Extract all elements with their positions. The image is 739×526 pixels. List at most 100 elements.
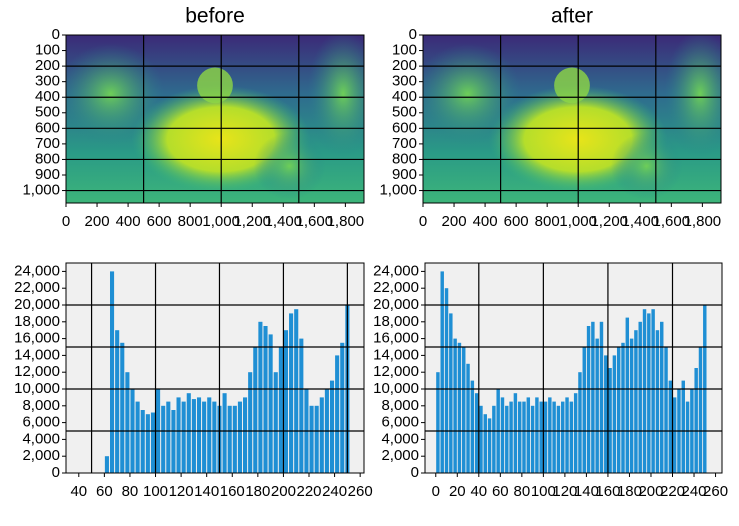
x-tick-label: 140 [574, 483, 599, 500]
bar [289, 313, 294, 473]
bar [552, 401, 556, 473]
y-tick-label: 4,000 [381, 430, 419, 447]
bar [685, 401, 690, 473]
x-tick-label: 100 [531, 483, 556, 500]
x-tick-label: 260 [348, 483, 373, 500]
bar [466, 363, 470, 473]
y-tick-label: 14,000 [14, 346, 60, 363]
bar [135, 401, 140, 473]
bar [243, 397, 248, 473]
bar [526, 397, 531, 473]
image-blob [423, 43, 522, 145]
y-tick-label: 18,000 [373, 313, 419, 330]
bars [104, 271, 350, 473]
bar [629, 338, 634, 473]
bar [232, 405, 237, 473]
x-tick-label: 1,000 [202, 213, 240, 230]
bar [647, 313, 651, 473]
y-tick-label: 500 [392, 104, 417, 121]
y-tick-label: 400 [35, 88, 60, 105]
bar [681, 380, 685, 473]
axes-frame [422, 34, 722, 204]
x-tick-label: 200 [271, 483, 296, 500]
bar [335, 355, 340, 473]
x-tick-label: 200 [85, 213, 110, 230]
y-tick-label: 100 [35, 42, 60, 59]
y-tick-label: 1,000 [22, 182, 60, 199]
x-tick-label: 800 [535, 213, 560, 230]
bar [561, 401, 565, 473]
x-tick-label: 180 [245, 483, 270, 500]
y-tick-label: 6,000 [22, 414, 60, 431]
histogram-axes: 0 20 40 60 80 10012014016018020022024026002,0… [373, 262, 728, 500]
x-tick-label: 1,400 [622, 213, 660, 230]
x-tick-label: 0 [62, 213, 70, 230]
bar [161, 405, 166, 473]
y-tick-label: 8,000 [22, 397, 60, 414]
x-tick-label: 0 [432, 483, 440, 500]
bar [166, 401, 171, 473]
y-tick-label: 2,000 [22, 447, 60, 464]
bar [638, 321, 642, 473]
bar [227, 405, 232, 473]
x-tick-label: 180 [617, 483, 642, 500]
x-tick-label: 0 [419, 213, 427, 230]
bar [212, 401, 217, 473]
y-tick-label: 10,000 [373, 380, 419, 397]
y-tick-label: 500 [35, 104, 60, 121]
x-tick-label: 100 [143, 483, 168, 500]
bar [672, 397, 677, 473]
y-tick-label: 700 [392, 135, 417, 152]
x-tick-label: 60 [492, 483, 509, 500]
x-tick-label: 160 [220, 483, 245, 500]
bar [258, 321, 263, 473]
bar [616, 347, 621, 473]
bar [612, 355, 617, 473]
x-tick-label: 160 [595, 483, 620, 500]
bar [248, 372, 253, 473]
bar [294, 309, 299, 473]
bar [453, 338, 457, 473]
image-blob [66, 43, 165, 145]
image [423, 35, 721, 203]
bar [202, 401, 207, 473]
x-tick-label: 220 [296, 483, 321, 500]
bar [642, 309, 647, 473]
x-tick-label: 240 [682, 483, 707, 500]
x-tick-label: 40 [470, 483, 487, 500]
x-tick-label: 400 [116, 213, 141, 230]
x-tick-label: 220 [660, 483, 685, 500]
y-tick-label: 700 [35, 135, 60, 152]
bar [283, 330, 289, 473]
bar [487, 418, 492, 473]
x-tick-label: 120 [169, 483, 194, 500]
bar [340, 342, 345, 473]
y-tick-label: 900 [35, 166, 60, 183]
x-tick-label: 1,800 [327, 213, 365, 230]
x-tick-label: 1,000 [559, 213, 597, 230]
x-tick-label: 600 [504, 213, 529, 230]
image-head [554, 67, 590, 104]
y-tick-label: 22,000 [14, 279, 60, 296]
bar [660, 321, 664, 473]
y-tick-label: 10,000 [14, 380, 60, 397]
bar [625, 317, 630, 473]
bar [483, 414, 487, 473]
axes-title: before [185, 5, 245, 28]
x-tick-label: 1,600 [653, 213, 691, 230]
x-tick-label: 600 [147, 213, 172, 230]
y-tick-label: 800 [35, 150, 60, 167]
bar [253, 347, 258, 473]
x-tick-label: 80 [122, 483, 139, 500]
y-tick-label: 1,000 [379, 182, 417, 199]
y-tick-label: 800 [392, 150, 417, 167]
bar [109, 271, 115, 473]
y-tick-label: 0 [411, 464, 419, 481]
bar [634, 330, 638, 473]
bar [196, 397, 202, 473]
bar [191, 399, 196, 473]
y-tick-label: 600 [35, 119, 60, 136]
bar [500, 397, 505, 473]
y-tick-label: 12,000 [14, 363, 60, 380]
bar [470, 380, 475, 473]
